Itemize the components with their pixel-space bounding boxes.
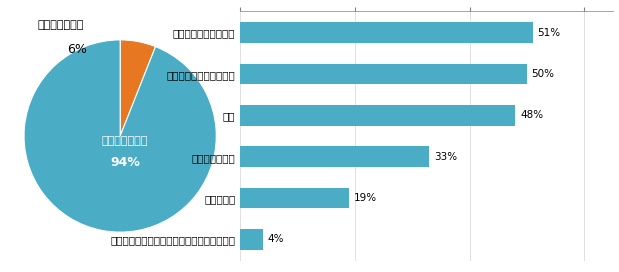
Text: 50%: 50% bbox=[532, 69, 555, 79]
Bar bbox=[240, 188, 349, 208]
Text: 33%: 33% bbox=[434, 152, 457, 162]
Text: 検討の余地なし: 検討の余地なし bbox=[37, 20, 84, 30]
Text: 検討の余地あり: 検討の余地あり bbox=[102, 136, 148, 146]
Text: 19%: 19% bbox=[354, 193, 377, 203]
Text: 6%: 6% bbox=[67, 43, 87, 56]
Bar bbox=[240, 146, 430, 167]
Bar bbox=[240, 64, 527, 84]
Bar bbox=[240, 229, 263, 250]
Text: 51%: 51% bbox=[537, 27, 560, 38]
Wedge shape bbox=[120, 40, 155, 136]
Text: 94%: 94% bbox=[110, 156, 140, 169]
Bar bbox=[240, 105, 516, 126]
Text: 4%: 4% bbox=[268, 234, 284, 245]
Bar bbox=[240, 22, 532, 43]
Text: 48%: 48% bbox=[520, 110, 543, 120]
Wedge shape bbox=[24, 40, 216, 232]
